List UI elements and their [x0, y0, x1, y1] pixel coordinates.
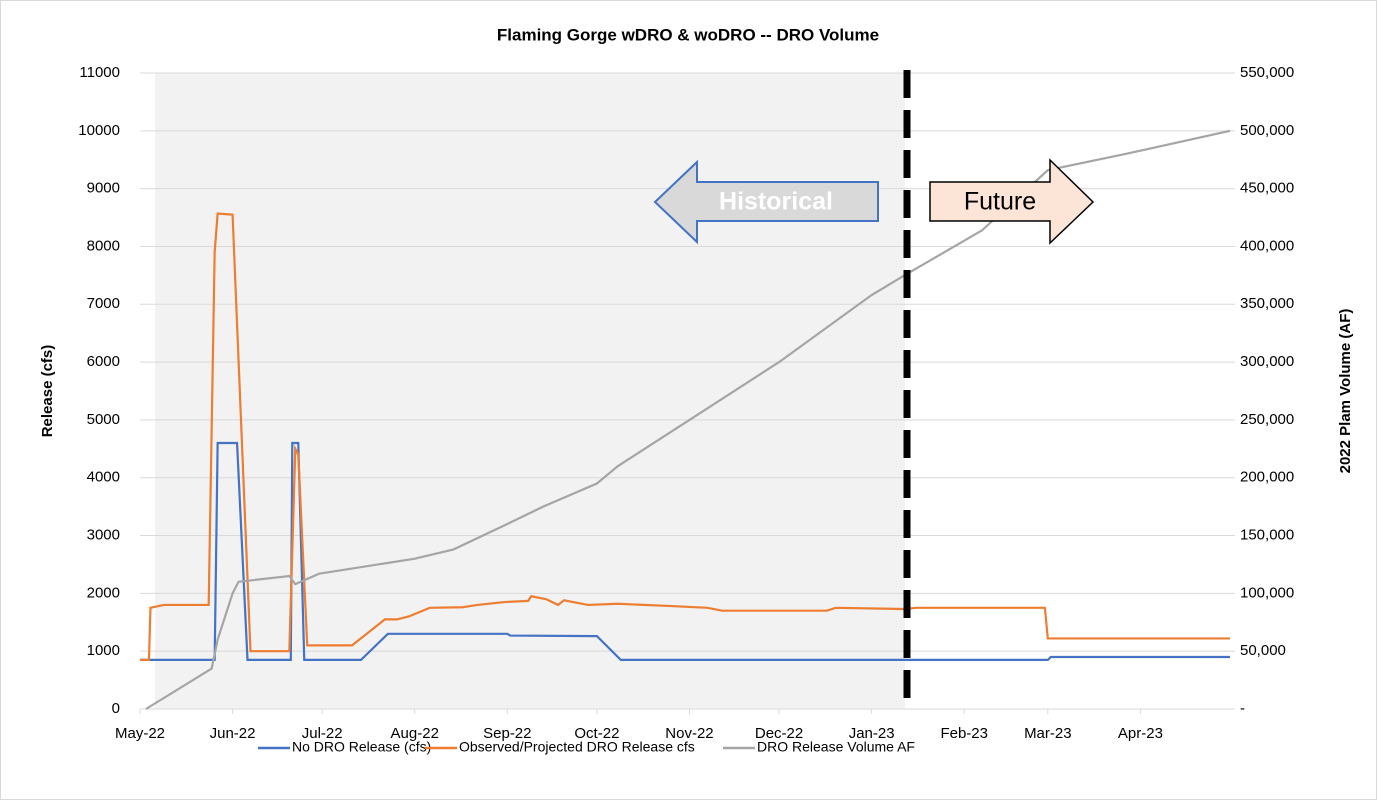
x-tick-label: Apr-23 — [1118, 725, 1163, 742]
y2-tick-label: 50,000 — [1240, 642, 1286, 659]
x-tick-label: Dec-22 — [755, 725, 803, 742]
x-tick-label: Jan-23 — [849, 725, 895, 742]
y-tick-label: 9000 — [87, 180, 120, 197]
series-line — [140, 441, 1230, 661]
x-tick-label: Feb-23 — [940, 725, 988, 742]
legend-label: Observed/Projected DRO Release cfs — [459, 739, 695, 755]
y-tick-label: 7000 — [87, 295, 120, 312]
y2-axis-label: 2022 Plam Volume (AF) — [1337, 309, 1354, 474]
historical-shading — [155, 73, 905, 709]
series-line — [140, 212, 1230, 661]
y-tick-label: 4000 — [87, 469, 120, 486]
annotation: Historical — [719, 188, 833, 216]
y2-tick-label: 500,000 — [1240, 122, 1294, 139]
x-tick-label: Mar-23 — [1024, 725, 1072, 742]
historical-arrow — [653, 159, 879, 245]
y-axis-label: Release (cfs) — [39, 345, 56, 438]
y2-tick-label: 350,000 — [1240, 295, 1294, 312]
y2-tick-label: 100,000 — [1240, 584, 1294, 601]
future-arrow — [929, 158, 1095, 245]
y2-tick-label: 450,000 — [1240, 180, 1294, 197]
y-tick-label: 5000 — [87, 411, 120, 428]
annotation: Future — [964, 188, 1036, 216]
y-tick-label: 10000 — [78, 122, 120, 139]
x-tick-label: Sep-22 — [483, 725, 531, 742]
y-tick-label: 0 — [112, 700, 120, 717]
y-tick-label: 3000 — [87, 527, 120, 544]
legend-label: No DRO Release (cfs) — [292, 739, 431, 755]
x-tick-label: Jul-22 — [302, 725, 343, 742]
y2-tick-label: 300,000 — [1240, 353, 1294, 370]
y-tick-label: 8000 — [87, 237, 120, 254]
x-tick-label: Oct-22 — [574, 725, 619, 742]
y-tick-label: 6000 — [87, 353, 120, 370]
series-line — [145, 129, 1231, 710]
y-tick-label: 1000 — [87, 642, 120, 659]
y2-tick-label: 200,000 — [1240, 469, 1294, 486]
x-tick-label: Nov-22 — [665, 725, 713, 742]
y2-tick-label: 550,000 — [1240, 64, 1294, 81]
chart-title: Flaming Gorge wDRO & woDRO -- DRO Volume — [497, 25, 879, 44]
y2-tick-label: 150,000 — [1240, 527, 1294, 544]
x-tick-label: Jun-22 — [210, 725, 256, 742]
y-tick-label: 11000 — [79, 64, 120, 81]
y-tick-label: 2000 — [87, 584, 120, 601]
legend-label: DRO Release Volume AF — [757, 739, 915, 755]
y2-tick-label: - — [1240, 700, 1245, 717]
x-tick-label: Aug-22 — [391, 725, 439, 742]
y2-tick-label: 400,000 — [1240, 237, 1294, 254]
x-tick-label: May-22 — [115, 725, 165, 742]
y2-tick-label: 250,000 — [1240, 411, 1294, 428]
